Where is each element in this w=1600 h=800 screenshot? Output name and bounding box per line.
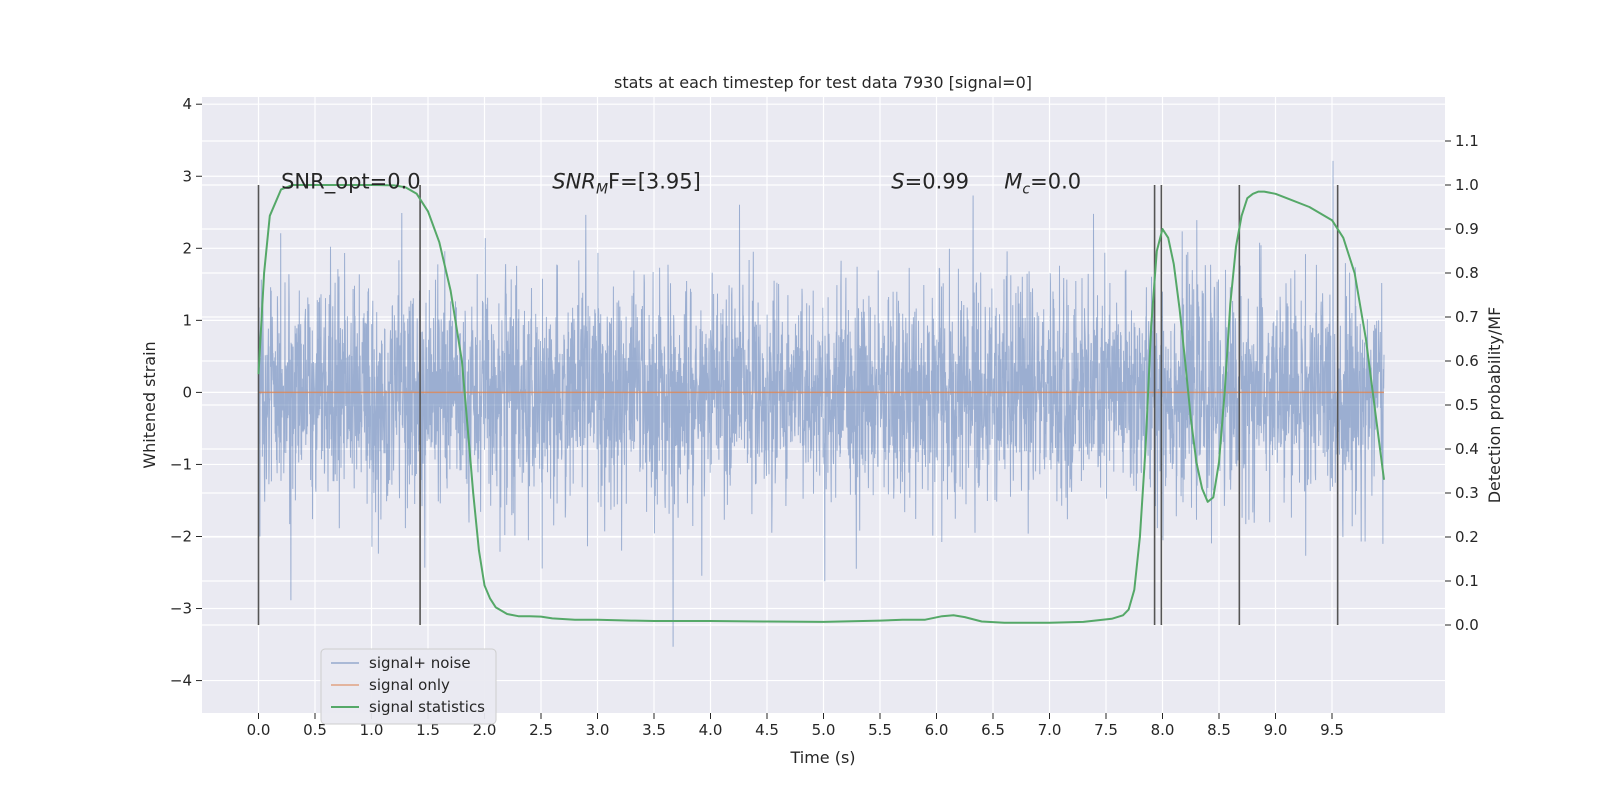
y-tick-label-left-5: −1 — [170, 455, 192, 473]
annotation-snr-opt: SNR_opt=0.0 — [281, 169, 421, 194]
y-tick-label-left-7: −3 — [170, 600, 192, 618]
annotations: SNR_opt=0.0 SNRMF=[3.95] S=0.99 Mc=0.0 — [281, 169, 1081, 197]
y-tick-label-left-2: 2 — [182, 239, 192, 257]
y-tick-label-right-5: 0.6 — [1455, 352, 1479, 370]
x-tick-label-1: 0.5 — [303, 721, 327, 739]
annotation-s: S=0.99 — [891, 169, 969, 193]
y-tick-label-left-3: 1 — [182, 311, 192, 329]
annotation-snr-mf-tail: F=[3.95] — [608, 169, 701, 193]
x-tick-label-2: 1.0 — [360, 721, 384, 739]
x-tick-label-19: 9.5 — [1320, 721, 1344, 739]
x-tick-label-3: 1.5 — [416, 721, 440, 739]
signal-statistics-line — [257, 184, 1385, 624]
y-tick-label-right-3: 0.8 — [1455, 264, 1479, 282]
x-tick-label-12: 6.0 — [925, 721, 949, 739]
y-tick-label-left-8: −4 — [170, 672, 192, 690]
x-tick-label-8: 4.0 — [699, 721, 723, 739]
annotation-snr-mf-main: SNR — [552, 169, 596, 193]
legend-label-signal-only: signal only — [369, 676, 450, 694]
annotation-snr-mf-sub: M — [596, 181, 608, 197]
y-axis-right-title: Detection probability/MF — [1485, 307, 1504, 504]
x-tick-label-0: 0.0 — [247, 721, 271, 739]
annotation-snr-mf: SNRMF=[3.95] — [552, 169, 701, 197]
series-signal-noise — [258, 160, 1385, 647]
y-axis-left-title: Whitened strain — [140, 341, 159, 468]
series-signal-statistics — [257, 184, 1385, 624]
chart-title: stats at each timestep for test data 793… — [614, 73, 1032, 92]
x-tick-label-15: 7.5 — [1094, 721, 1118, 739]
x-tick-label-18: 9.0 — [1264, 721, 1288, 739]
y-tick-label-right-7: 0.4 — [1455, 440, 1479, 458]
y-axis-right-ticks: 1.1 1.0 0.9 0.8 0.7 0.6 0.5 0.4 0.3 0.2 0.1 0.0 — [1445, 132, 1479, 634]
y-tick-label-right-9: 0.2 — [1455, 528, 1479, 546]
y-tick-label-right-6: 0.5 — [1455, 396, 1479, 414]
x-tick-label-11: 5.5 — [868, 721, 892, 739]
x-tick-label-13: 6.5 — [981, 721, 1005, 739]
annotation-mc-main: M — [1004, 169, 1022, 193]
y-tick-label-right-1: 1.0 — [1455, 176, 1479, 194]
x-tick-label-16: 8.0 — [1151, 721, 1175, 739]
x-tick-label-9: 4.5 — [755, 721, 779, 739]
vertical-markers — [257, 185, 1339, 625]
annotation-s-tail: =0.99 — [905, 169, 969, 193]
y-tick-label-left-6: −2 — [170, 527, 192, 545]
legend-label-signal-statistics: signal statistics — [369, 698, 485, 716]
y-tick-label-right-8: 0.3 — [1455, 484, 1479, 502]
x-tick-label-14: 7.0 — [1038, 721, 1062, 739]
annotation-mc: Mc=0.0 — [1004, 169, 1081, 197]
legend-label-signal-noise: signal+ noise — [369, 654, 471, 672]
x-tick-label-5: 2.5 — [529, 721, 553, 739]
y-tick-label-right-10: 0.1 — [1455, 572, 1479, 590]
y-tick-label-right-0: 1.1 — [1455, 132, 1479, 150]
signal-noise-line — [258, 160, 1385, 647]
x-axis-ticks: 0.0 0.5 1.0 1.5 2.0 2.5 3.0 3.5 4.0 4.5 5.0 5.5 6.0 6… — [247, 713, 1344, 739]
x-tick-label-7: 3.5 — [642, 721, 666, 739]
y-tick-label-right-11: 0.0 — [1455, 616, 1479, 634]
y-tick-label-left-0: 4 — [182, 95, 192, 113]
y-tick-label-left-1: 3 — [182, 167, 192, 185]
y-tick-label-left-4: 0 — [182, 383, 192, 401]
x-tick-label-6: 3.0 — [586, 721, 610, 739]
legend: signal+ noise signal only signal statist… — [320, 648, 497, 725]
annotation-mc-tail: =0.0 — [1030, 169, 1081, 193]
x-tick-label-17: 8.5 — [1207, 721, 1231, 739]
y-axis-left-ticks: 4 3 2 1 0 −1 −2 −3 −4 — [170, 95, 202, 690]
x-axis-title: Time (s) — [789, 748, 855, 767]
annotation-s-main: S — [891, 169, 904, 193]
y-tick-label-right-4: 0.7 — [1455, 308, 1479, 326]
legend-box — [320, 648, 497, 725]
annotation-mc-sub: c — [1022, 181, 1030, 197]
x-tick-label-10: 5.0 — [812, 721, 836, 739]
y-tick-label-right-2: 0.9 — [1455, 220, 1479, 238]
x-tick-label-4: 2.0 — [473, 721, 497, 739]
